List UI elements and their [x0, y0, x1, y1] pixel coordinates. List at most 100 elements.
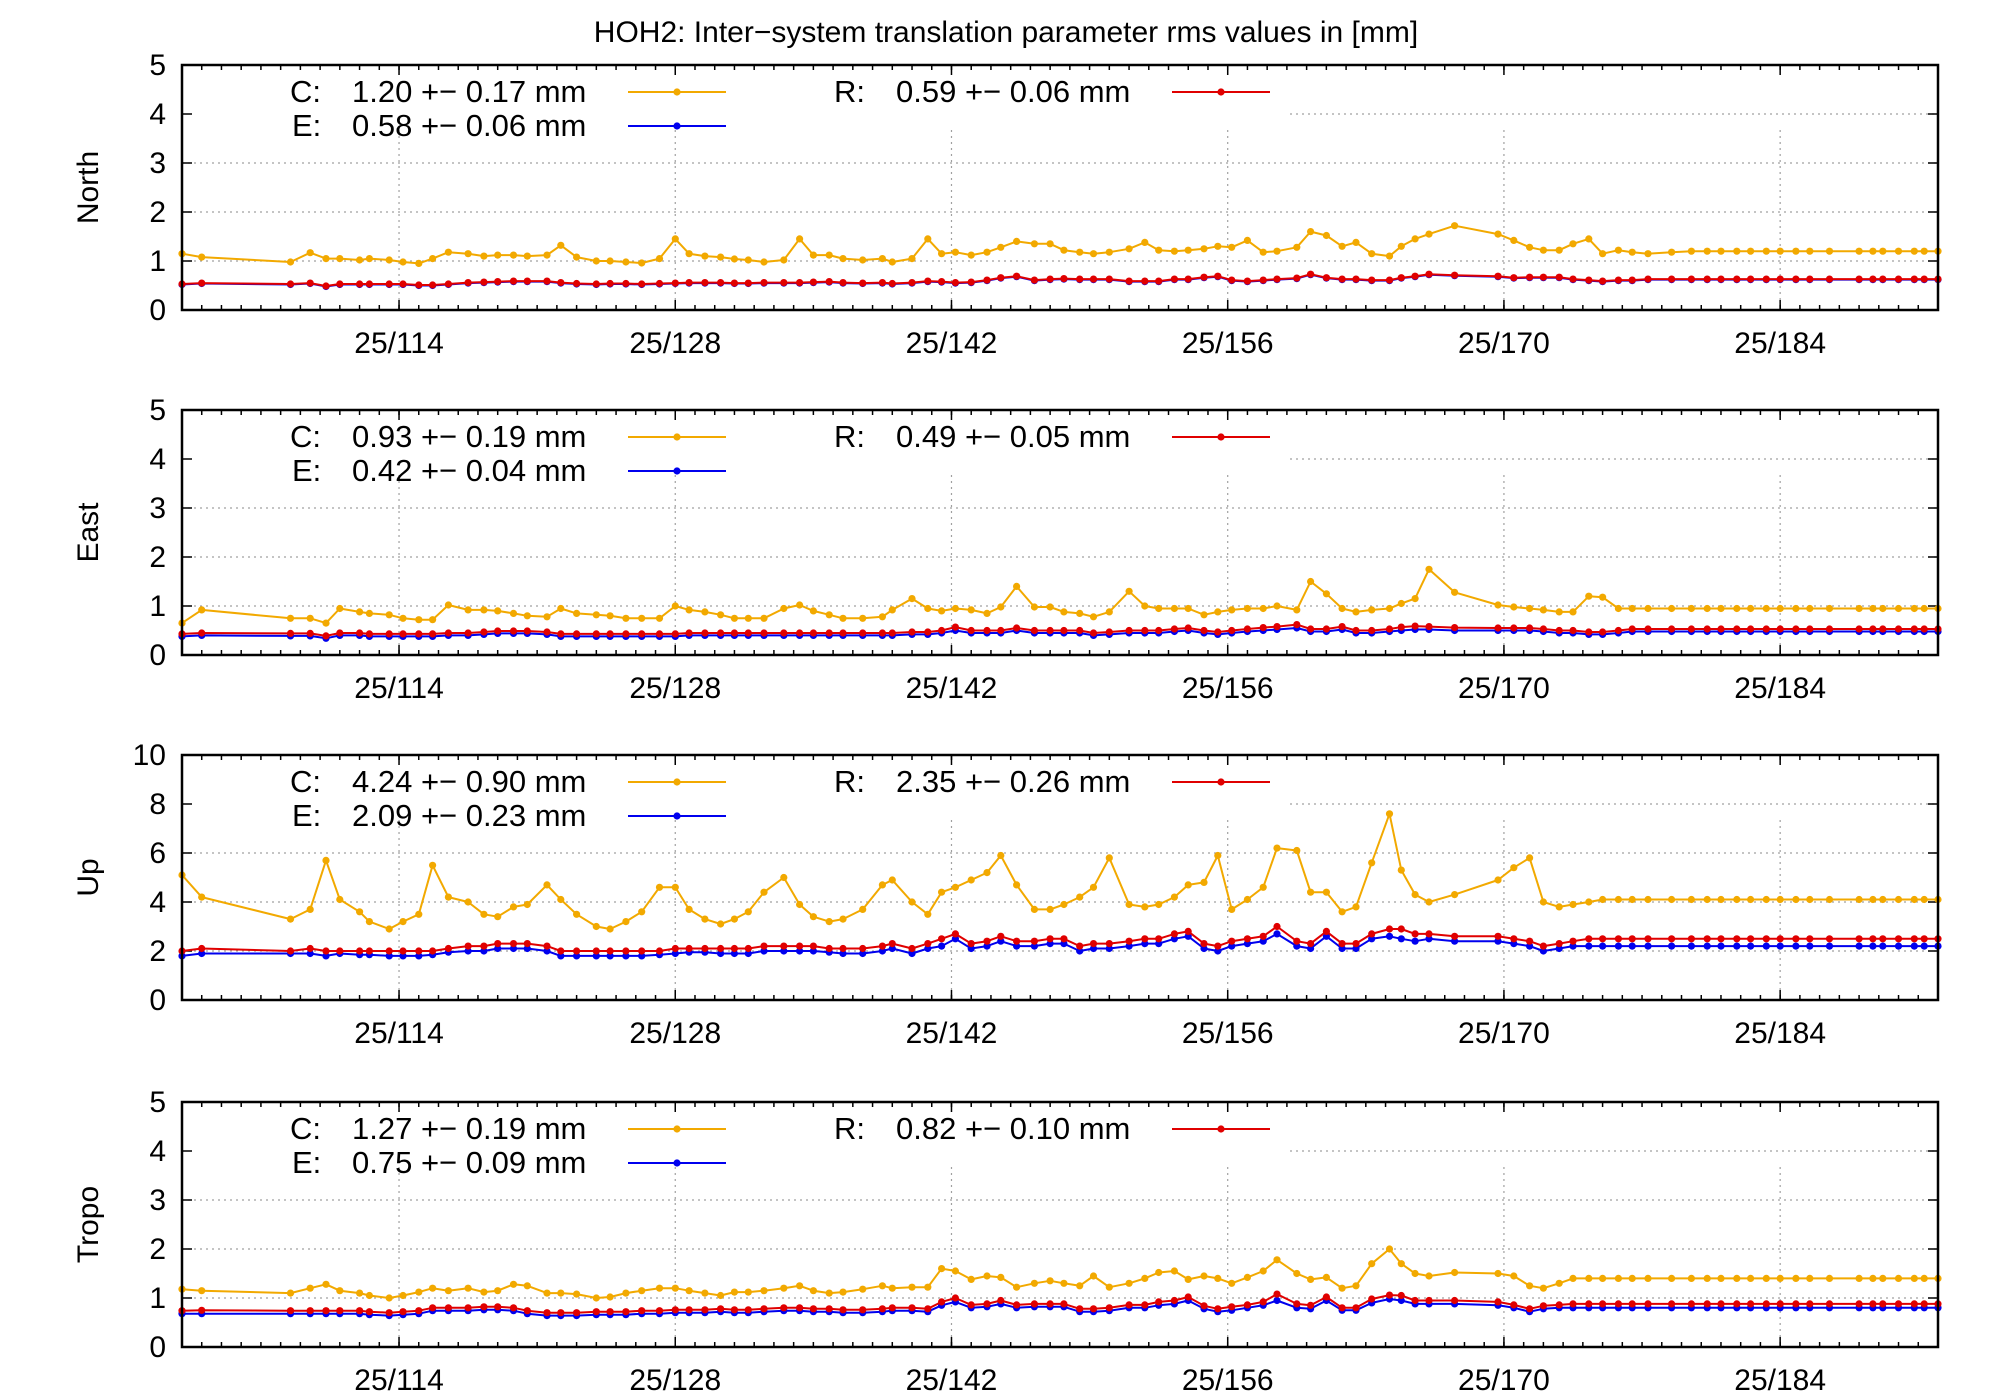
data-point-C	[1076, 893, 1084, 901]
data-point-C	[509, 609, 518, 618]
data-point-R	[1030, 937, 1038, 945]
data-point-E	[1894, 942, 1903, 950]
data-point-C	[924, 910, 932, 918]
data-point-C	[1555, 246, 1563, 254]
data-point-C	[1170, 604, 1178, 613]
data-point-R	[760, 1305, 768, 1313]
data-point-R	[385, 947, 393, 955]
data-point-R	[306, 629, 314, 638]
x-tick-label: 25/156	[1182, 672, 1274, 705]
data-point-C	[1747, 247, 1755, 255]
data-point-C	[1184, 246, 1192, 254]
data-point-R	[938, 1298, 946, 1306]
legend-marker-R	[1217, 433, 1225, 441]
data-point-C	[983, 869, 991, 877]
data-point-C	[464, 250, 472, 258]
data-point-R	[655, 947, 664, 955]
data-point-R	[1510, 935, 1518, 943]
legend-text-E: 0.75 +− 0.09 mm	[352, 1145, 586, 1180]
data-point-R	[1076, 942, 1084, 950]
data-point-C	[796, 900, 804, 909]
data-point-R	[573, 279, 581, 288]
data-point-C	[1352, 608, 1360, 616]
data-point-C	[1030, 905, 1038, 914]
data-point-R	[1184, 927, 1192, 936]
data-point-E	[1644, 942, 1652, 950]
data-point-C	[1733, 247, 1741, 255]
data-point-C	[685, 606, 693, 614]
data-point-R	[1155, 626, 1163, 635]
data-point-R	[1293, 937, 1301, 945]
data-point-R	[809, 1305, 818, 1313]
y-tick-label: 4	[149, 886, 166, 919]
legend-marker-C	[673, 778, 681, 786]
y-tick-label: 1	[149, 590, 166, 623]
data-point-R	[606, 1308, 614, 1316]
data-point-C	[671, 602, 679, 610]
data-point-R	[744, 629, 752, 637]
data-point-C	[1228, 243, 1236, 251]
data-point-E	[198, 949, 206, 958]
data-point-R	[924, 1305, 932, 1313]
data-point-C	[1397, 599, 1405, 608]
series-line-C	[181, 812, 1938, 930]
data-point-E	[1397, 935, 1405, 943]
data-point-R	[701, 944, 709, 953]
data-point-E	[1747, 942, 1755, 950]
data-point-R	[1141, 1301, 1149, 1309]
data-point-R	[859, 1306, 867, 1314]
data-point-R	[951, 1294, 960, 1302]
data-point-C	[523, 900, 531, 909]
data-point-R	[1717, 935, 1725, 943]
data-point-C	[1510, 1272, 1518, 1280]
data-point-E	[1733, 942, 1741, 950]
data-point-R	[1322, 625, 1330, 633]
data-point-E	[306, 949, 314, 958]
data-point-R	[1046, 1300, 1054, 1308]
data-point-R	[464, 629, 472, 637]
legend-text-C: 4.24 +− 0.90 mm	[352, 764, 586, 799]
data-point-C	[1687, 247, 1695, 255]
x-tick-label: 25/184	[1734, 1364, 1826, 1397]
data-point-R	[1451, 932, 1459, 940]
data-point-R	[1030, 1300, 1038, 1308]
data-point-R	[1060, 275, 1068, 283]
data-point-R	[1762, 935, 1770, 943]
data-point-C	[1046, 905, 1054, 914]
data-point-R	[859, 944, 867, 953]
data-point-C	[859, 614, 867, 622]
data-point-R	[1855, 625, 1863, 633]
data-point-C	[1776, 247, 1784, 255]
data-point-R	[730, 629, 739, 637]
data-point-R	[429, 630, 437, 638]
data-point-R	[1644, 275, 1652, 283]
data-point-C	[444, 248, 452, 256]
data-point-R	[717, 629, 725, 637]
data-point-R	[888, 940, 896, 948]
data-point-C	[356, 1289, 364, 1297]
data-point-R	[1526, 624, 1534, 632]
data-point-C	[1200, 245, 1208, 253]
data-point-R	[744, 944, 752, 953]
data-point-C	[464, 898, 472, 906]
data-point-R	[1089, 275, 1098, 283]
data-point-R	[1894, 275, 1903, 283]
data-point-C	[1920, 1274, 1928, 1282]
data-point-R	[336, 629, 344, 637]
data-point-C	[1060, 1279, 1068, 1287]
y-tick-label: 3	[149, 492, 166, 525]
panel-north: 0 1 2 3 4 5 25/114 25/128 25/142 25/156 25/170 25/1…	[72, 49, 1942, 360]
data-point-R	[385, 280, 393, 288]
data-point-E	[744, 949, 752, 958]
data-point-C	[429, 616, 437, 624]
data-point-C	[1200, 1272, 1208, 1280]
data-point-E	[730, 949, 739, 958]
data-point-R	[1733, 275, 1741, 283]
series-R	[178, 270, 1942, 290]
data-point-R	[730, 279, 739, 287]
data-point-C	[1526, 1282, 1534, 1290]
data-point-C	[809, 251, 818, 259]
data-point-C	[1614, 1274, 1622, 1282]
data-point-C	[286, 258, 295, 266]
